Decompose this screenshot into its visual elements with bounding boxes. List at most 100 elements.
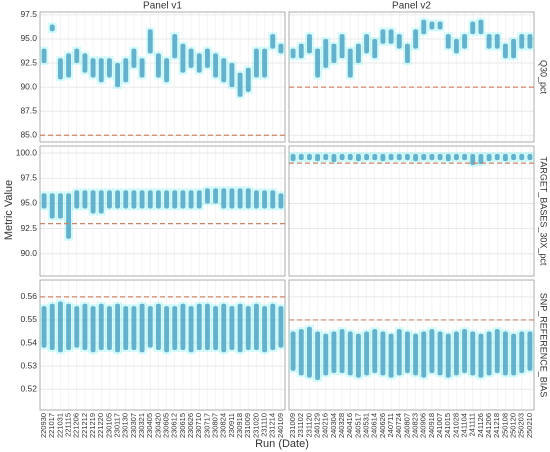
x-tick-label: 240724 <box>394 413 403 438</box>
x-tick-label: 221220 <box>96 413 105 438</box>
run-range <box>331 43 337 64</box>
run-range <box>213 188 219 204</box>
run-range <box>502 43 508 59</box>
run-range <box>74 48 80 64</box>
x-tick-label: 230605 <box>162 413 171 438</box>
run-range <box>380 29 386 44</box>
run-range <box>486 331 492 376</box>
y-tick-label: 97.5 <box>20 9 37 19</box>
x-tick-label: 231009 <box>288 413 297 438</box>
x-tick-label: 240906 <box>419 413 428 438</box>
run-range <box>155 53 161 78</box>
run-range <box>323 154 329 161</box>
run-range <box>486 154 492 162</box>
x-tick-label: 221115 <box>64 413 73 437</box>
run-range <box>245 188 251 209</box>
run-range <box>306 34 312 54</box>
run-range <box>388 333 394 378</box>
run-range <box>221 58 227 83</box>
run-range <box>172 190 178 209</box>
x-tick-label: 230807 <box>211 413 220 438</box>
x-tick-label: 231009 <box>243 413 252 438</box>
run-range <box>437 154 443 161</box>
run-range <box>172 34 178 59</box>
x-tick-label: 231020 <box>251 413 260 438</box>
run-range <box>478 154 484 165</box>
run-range <box>347 154 353 161</box>
run-range <box>429 154 435 161</box>
run-range <box>347 48 353 78</box>
run-range <box>478 19 484 35</box>
run-range <box>90 190 96 214</box>
run-range <box>66 193 72 239</box>
run-range <box>429 21 435 30</box>
run-range <box>462 154 468 161</box>
x-tick-label: 230710 <box>194 413 203 438</box>
run-range <box>278 306 284 348</box>
run-range <box>511 333 517 376</box>
run-range <box>98 58 104 83</box>
run-range <box>131 306 137 350</box>
run-range <box>155 303 161 350</box>
x-tick-label: 240304 <box>329 413 338 438</box>
y-tick-label: 0.52 <box>20 383 37 393</box>
x-tick-label: 240807 <box>402 413 411 438</box>
run-range <box>90 306 96 353</box>
x-tick-label: 241206 <box>484 413 493 438</box>
run-range <box>339 329 345 374</box>
x-tick-label: 221206 <box>72 413 81 438</box>
run-range <box>115 63 121 88</box>
run-range <box>237 188 243 209</box>
run-range <box>180 43 186 73</box>
run-range <box>237 72 243 97</box>
y-axis-label: Metric Value <box>3 180 15 240</box>
x-tick-label: 240109 <box>276 413 285 438</box>
x-tick-label: 230117 <box>113 413 122 437</box>
x-tick-label: 240216 <box>321 413 330 438</box>
run-range <box>421 154 427 161</box>
run-range <box>298 329 304 376</box>
x-tick-label: 221219 <box>88 413 97 438</box>
run-range <box>355 154 361 162</box>
run-range <box>139 58 145 78</box>
run-range <box>270 303 276 350</box>
run-range <box>494 34 500 49</box>
x-tick-label: 240614 <box>370 413 379 438</box>
run-range <box>437 21 443 30</box>
run-range <box>74 190 80 209</box>
run-range <box>41 306 47 348</box>
run-range <box>229 63 235 88</box>
row-label: SNP_REFERENCE_BIAS <box>539 293 549 398</box>
run-range <box>396 34 402 49</box>
run-range <box>396 154 402 161</box>
y-tick-label: 85.0 <box>20 130 37 140</box>
run-range <box>372 154 378 161</box>
y-tick-label: 95.0 <box>20 33 37 43</box>
x-tick-label: 230626 <box>186 413 195 438</box>
x-tick-label: 230321 <box>137 413 146 438</box>
y-tick-label: 0.55 <box>20 314 37 324</box>
x-tick-label: 250203 <box>517 413 526 438</box>
run-range <box>372 329 378 374</box>
x-tick-label: 241007 <box>435 413 444 438</box>
run-range <box>519 34 525 49</box>
run-range <box>290 48 296 59</box>
run-range <box>364 154 370 161</box>
run-range <box>278 43 284 54</box>
run-range <box>413 333 419 376</box>
run-range <box>66 303 72 350</box>
run-range <box>380 331 386 376</box>
panel-border <box>288 145 535 277</box>
run-range <box>511 154 517 161</box>
x-tick-label: 250108 <box>500 413 509 438</box>
run-range <box>180 303 186 350</box>
x-tick-label: 230307 <box>129 413 138 438</box>
run-range <box>221 188 227 209</box>
run-range <box>388 29 394 44</box>
y-tick-label: 95.0 <box>20 198 37 208</box>
run-range <box>306 154 312 161</box>
x-tick-label: 241015 <box>443 413 452 438</box>
panel-border <box>288 11 535 143</box>
